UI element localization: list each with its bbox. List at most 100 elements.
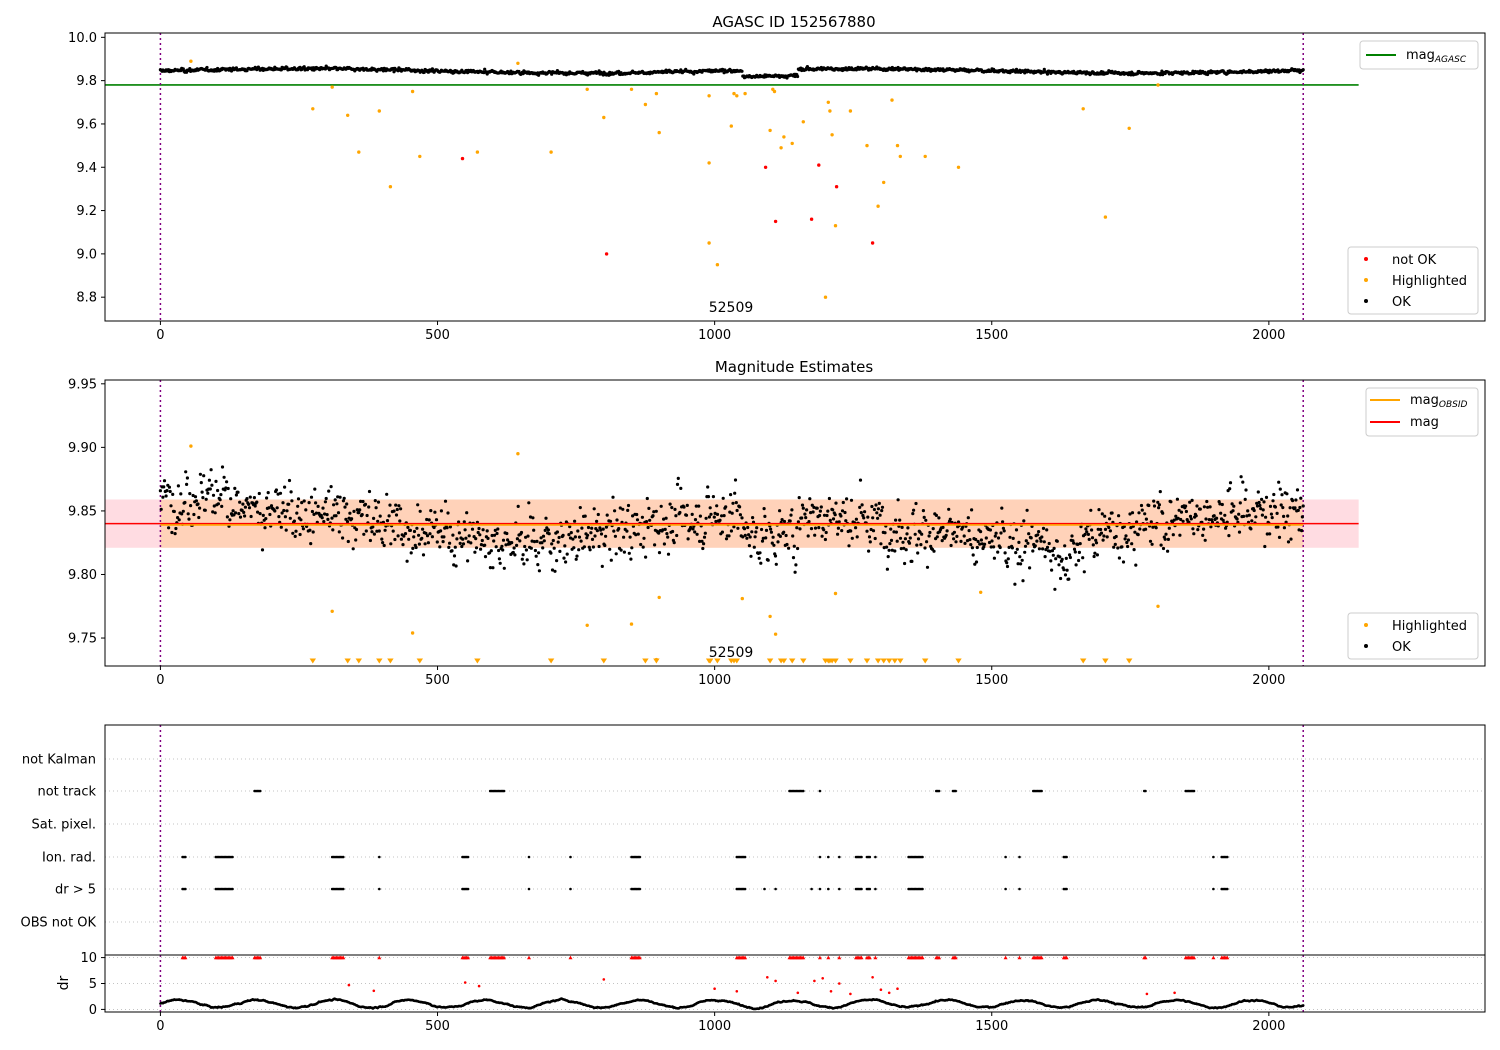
flag-label: dr > 5 xyxy=(55,883,96,898)
y-tick-label: 9.2 xyxy=(76,204,97,219)
ok-point xyxy=(714,519,718,524)
ok-point xyxy=(889,538,894,543)
ok-point xyxy=(572,546,576,550)
ok-point xyxy=(721,496,725,500)
ok-point xyxy=(199,481,203,485)
flag-point xyxy=(860,887,863,891)
ok-point xyxy=(935,535,939,539)
ok-point xyxy=(1097,508,1101,512)
ok-point xyxy=(1260,497,1264,501)
ok-point xyxy=(684,513,689,517)
ok-point xyxy=(187,517,191,521)
ok-point xyxy=(769,530,774,534)
below-range-marker xyxy=(1080,658,1087,664)
ok-point xyxy=(735,508,739,513)
ok-point xyxy=(1051,553,1055,557)
ok-point xyxy=(204,497,208,501)
ok-point xyxy=(1150,542,1154,546)
flag-point xyxy=(638,887,642,891)
x-tick-label: 0 xyxy=(156,328,164,343)
ok-point xyxy=(742,527,747,531)
ok-point xyxy=(646,525,650,530)
ok-point xyxy=(370,530,374,534)
ok-point xyxy=(987,540,992,545)
ok-point xyxy=(885,567,890,571)
ok-point xyxy=(1161,546,1166,551)
ok-point xyxy=(693,518,698,522)
ok-point xyxy=(817,526,821,530)
ok-point xyxy=(345,502,349,506)
highlighted-point xyxy=(882,180,886,185)
flag-point xyxy=(466,855,470,859)
ok-point xyxy=(402,534,406,538)
highlighted-point xyxy=(768,614,772,619)
ok-point xyxy=(1259,507,1263,511)
ok-point xyxy=(867,549,871,553)
flag-point xyxy=(378,887,381,891)
below-range-marker xyxy=(416,658,423,664)
ok-point xyxy=(647,506,651,510)
ok-point xyxy=(211,510,215,514)
ok-point xyxy=(859,510,863,515)
ok-point xyxy=(229,497,233,501)
below-range-marker xyxy=(800,658,807,664)
ok-point xyxy=(516,504,520,508)
x-tick-label: 1500 xyxy=(975,1019,1008,1034)
flag-point xyxy=(802,789,805,793)
ok-point xyxy=(715,504,719,508)
ok-point xyxy=(1301,68,1305,72)
ok-point xyxy=(1282,526,1286,530)
ok-point xyxy=(282,508,286,513)
ok-point xyxy=(871,516,875,520)
ok-point xyxy=(374,506,378,510)
ok-point xyxy=(367,489,372,494)
ok-point xyxy=(1244,488,1248,492)
ok-point xyxy=(448,525,452,529)
ok-point xyxy=(397,504,401,508)
ok-point xyxy=(427,518,431,522)
y-tick-label: 9.8 xyxy=(76,74,97,89)
ok-point xyxy=(562,556,566,560)
ok-point xyxy=(1063,544,1067,548)
x-tick-label: 1500 xyxy=(975,673,1008,688)
ok-point xyxy=(478,533,482,537)
ok-point xyxy=(827,496,832,501)
ok-point xyxy=(1300,529,1304,533)
dr-outlier-point xyxy=(463,981,467,984)
y-tick-label: 9.4 xyxy=(76,161,97,176)
ok-point xyxy=(1000,506,1004,510)
flag-label: not track xyxy=(37,785,96,800)
ok-point xyxy=(850,536,854,540)
ok-point xyxy=(629,557,633,561)
ok-point xyxy=(245,497,249,501)
dr-clipped-marker xyxy=(1192,955,1196,960)
ok-point xyxy=(525,558,529,562)
ok-point xyxy=(561,533,565,538)
panel1-legend-line: magAGASC xyxy=(1359,40,1479,70)
ok-point xyxy=(800,503,805,507)
ok-point xyxy=(962,534,966,538)
ok-point xyxy=(931,527,935,531)
flag-point xyxy=(466,887,470,891)
ok-point xyxy=(608,519,613,523)
legend-marker xyxy=(1364,257,1368,261)
ok-point xyxy=(466,559,470,563)
ok-point xyxy=(1169,500,1173,504)
ok-point xyxy=(568,536,573,540)
highlighted-point xyxy=(735,94,739,98)
ok-point xyxy=(1136,533,1140,537)
ok-point xyxy=(1293,506,1297,510)
ok-point xyxy=(426,541,430,545)
ok-point xyxy=(980,542,984,546)
ok-point xyxy=(1081,556,1085,560)
ok-point xyxy=(1264,495,1269,499)
ok-point xyxy=(462,520,466,524)
panel2-plot-area xyxy=(105,380,1359,666)
highlighted-point xyxy=(790,141,794,146)
ok-point xyxy=(984,536,988,540)
ok-point xyxy=(709,512,713,516)
legend-box xyxy=(1347,612,1479,660)
ok-point xyxy=(1228,481,1233,485)
ok-point xyxy=(736,526,740,530)
ok-point xyxy=(989,545,993,549)
